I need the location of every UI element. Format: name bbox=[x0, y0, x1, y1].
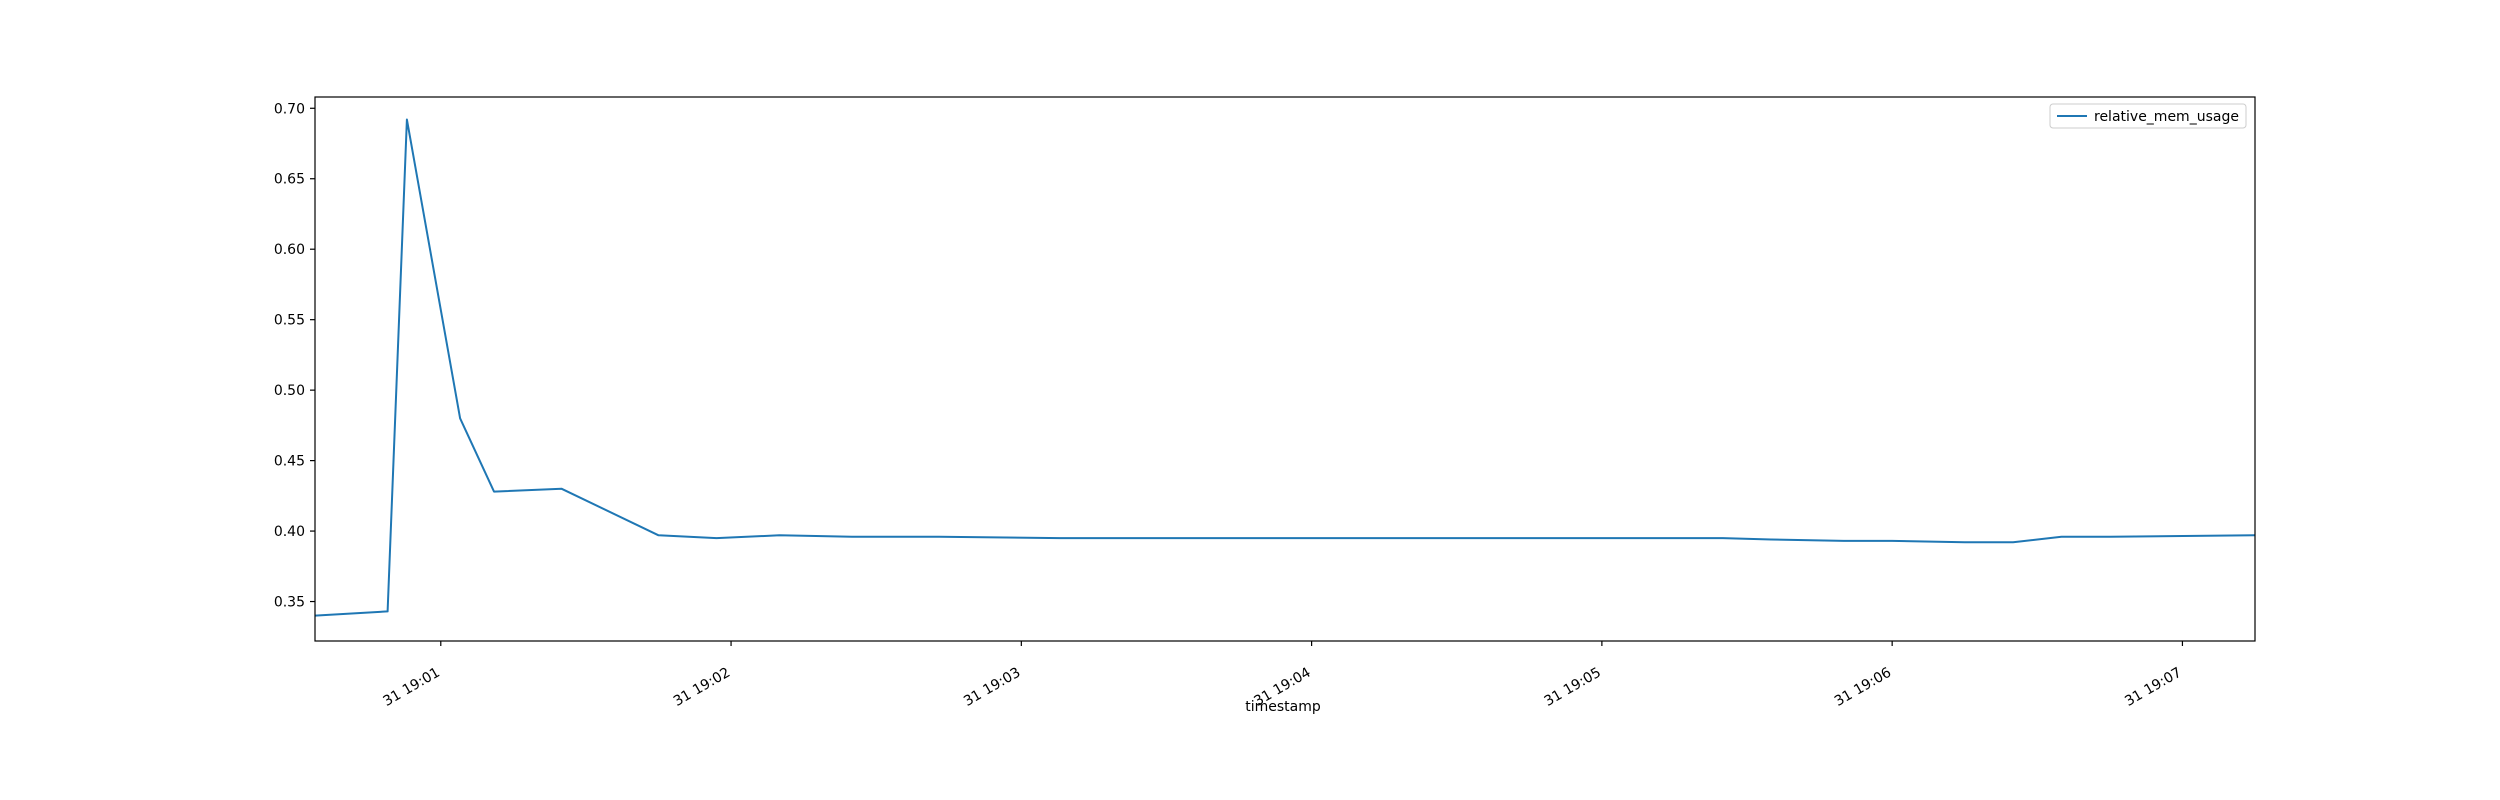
y-tick-label: 0.55 bbox=[274, 313, 305, 329]
x-axis-title: timestamp bbox=[1245, 699, 1321, 715]
plot-frame bbox=[314, 96, 2256, 642]
y-tick-label: 0.40 bbox=[274, 524, 305, 540]
legend: relative_mem_usage bbox=[2049, 103, 2247, 129]
y-tick-label: 0.65 bbox=[274, 172, 305, 188]
y-axis: 0.35 0.40 0.45 0.50 0.55 0.60 0.65 0.70 bbox=[274, 101, 315, 611]
y-tick-label: 0.50 bbox=[274, 383, 305, 399]
y-tick-label: 0.45 bbox=[274, 454, 305, 470]
legend-box bbox=[2049, 103, 2247, 129]
y-tick-label: 0.70 bbox=[274, 101, 305, 117]
series-line-relative_mem_usage bbox=[314, 118, 2256, 617]
y-tick-label: 0.60 bbox=[274, 242, 305, 258]
y-tick-label: 0.35 bbox=[274, 595, 305, 611]
legend-label: relative_mem_usage bbox=[2094, 109, 2239, 125]
plot-area bbox=[314, 96, 2256, 642]
